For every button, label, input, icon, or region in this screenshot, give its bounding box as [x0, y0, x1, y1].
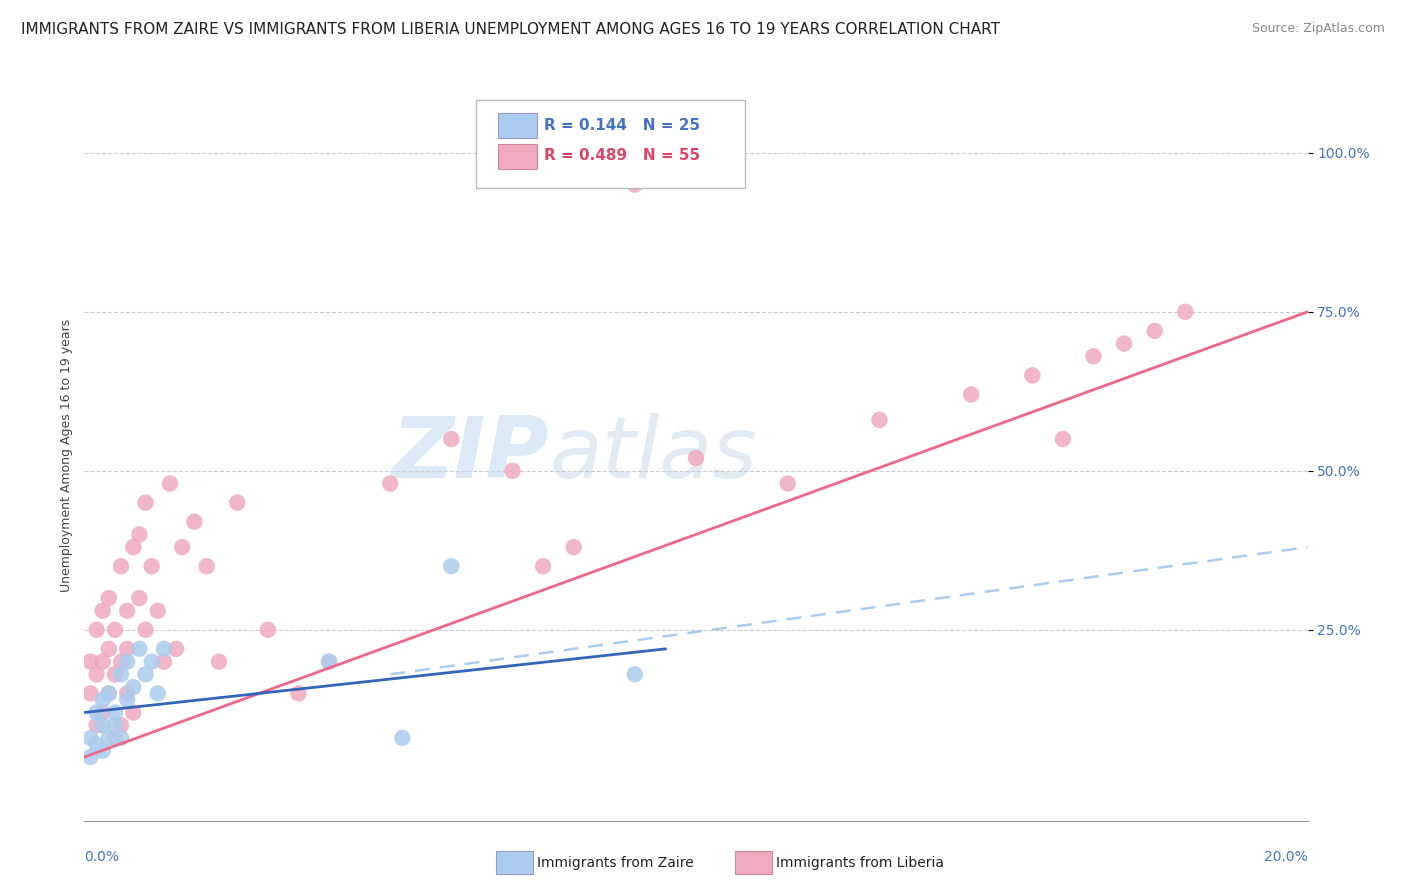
- Point: [183, 515, 205, 529]
- Point: [135, 667, 157, 681]
- Point: [172, 540, 194, 554]
- Point: [97, 641, 120, 656]
- Point: [91, 655, 114, 669]
- Point: [115, 655, 138, 669]
- Point: [1052, 432, 1074, 446]
- Y-axis label: Unemployment Among Ages 16 to 19 years: Unemployment Among Ages 16 to 19 years: [60, 318, 73, 591]
- Point: [110, 655, 132, 669]
- Point: [440, 559, 463, 574]
- FancyBboxPatch shape: [498, 144, 537, 169]
- Text: Immigrants from Liberia: Immigrants from Liberia: [776, 855, 943, 870]
- Point: [391, 731, 413, 745]
- Point: [128, 591, 150, 605]
- Point: [153, 655, 176, 669]
- Point: [110, 667, 132, 681]
- Point: [1174, 305, 1197, 319]
- Text: Immigrants from Zaire: Immigrants from Zaire: [537, 855, 693, 870]
- Point: [440, 432, 463, 446]
- Point: [115, 604, 138, 618]
- Point: [86, 623, 108, 637]
- Point: [141, 655, 163, 669]
- Point: [97, 686, 120, 700]
- Point: [1143, 324, 1166, 338]
- Point: [531, 559, 554, 574]
- Point: [146, 604, 169, 618]
- Point: [86, 667, 108, 681]
- Point: [562, 540, 585, 554]
- Point: [79, 750, 101, 764]
- Point: [97, 731, 120, 745]
- Point: [685, 451, 707, 466]
- Point: [624, 178, 647, 192]
- Point: [86, 706, 108, 720]
- Point: [128, 641, 150, 656]
- Point: [128, 527, 150, 541]
- Point: [122, 680, 145, 694]
- Point: [380, 476, 402, 491]
- Point: [135, 495, 157, 509]
- Point: [104, 667, 127, 681]
- Point: [146, 686, 169, 700]
- Point: [141, 559, 163, 574]
- Point: [110, 559, 132, 574]
- Point: [1083, 349, 1105, 363]
- Point: [79, 655, 101, 669]
- FancyBboxPatch shape: [498, 113, 537, 138]
- Point: [115, 641, 138, 656]
- Point: [110, 731, 132, 745]
- Text: 20.0%: 20.0%: [1264, 850, 1308, 863]
- Text: 0.0%: 0.0%: [84, 850, 120, 863]
- Text: atlas: atlas: [550, 413, 758, 497]
- Point: [153, 641, 176, 656]
- Point: [208, 655, 231, 669]
- FancyBboxPatch shape: [475, 100, 745, 188]
- Point: [287, 686, 309, 700]
- Point: [97, 591, 120, 605]
- Point: [624, 667, 647, 681]
- Point: [226, 495, 249, 509]
- Point: [776, 476, 799, 491]
- Point: [257, 623, 280, 637]
- Point: [97, 686, 120, 700]
- Point: [110, 718, 132, 732]
- Point: [104, 706, 127, 720]
- Point: [318, 655, 340, 669]
- Point: [165, 641, 187, 656]
- Point: [91, 693, 114, 707]
- Point: [318, 655, 340, 669]
- Point: [115, 693, 138, 707]
- Text: R = 0.489   N = 55: R = 0.489 N = 55: [544, 148, 700, 163]
- Text: IMMIGRANTS FROM ZAIRE VS IMMIGRANTS FROM LIBERIA UNEMPLOYMENT AMONG AGES 16 TO 1: IMMIGRANTS FROM ZAIRE VS IMMIGRANTS FROM…: [21, 22, 1000, 37]
- Point: [91, 604, 114, 618]
- Point: [91, 706, 114, 720]
- Point: [91, 718, 114, 732]
- Point: [135, 623, 157, 637]
- Point: [122, 706, 145, 720]
- Point: [1021, 368, 1043, 383]
- Point: [104, 623, 127, 637]
- Point: [159, 476, 181, 491]
- Point: [79, 686, 101, 700]
- Point: [91, 744, 114, 758]
- Text: Source: ZipAtlas.com: Source: ZipAtlas.com: [1251, 22, 1385, 36]
- Point: [79, 731, 101, 745]
- Point: [195, 559, 218, 574]
- Point: [115, 686, 138, 700]
- Point: [86, 718, 108, 732]
- Text: ZIP: ZIP: [391, 413, 550, 497]
- Point: [86, 737, 108, 751]
- Point: [122, 540, 145, 554]
- Text: R = 0.144   N = 25: R = 0.144 N = 25: [544, 118, 700, 133]
- Point: [502, 464, 524, 478]
- Point: [104, 731, 127, 745]
- Point: [1114, 336, 1136, 351]
- Point: [960, 387, 983, 401]
- Point: [869, 413, 891, 427]
- Point: [104, 718, 127, 732]
